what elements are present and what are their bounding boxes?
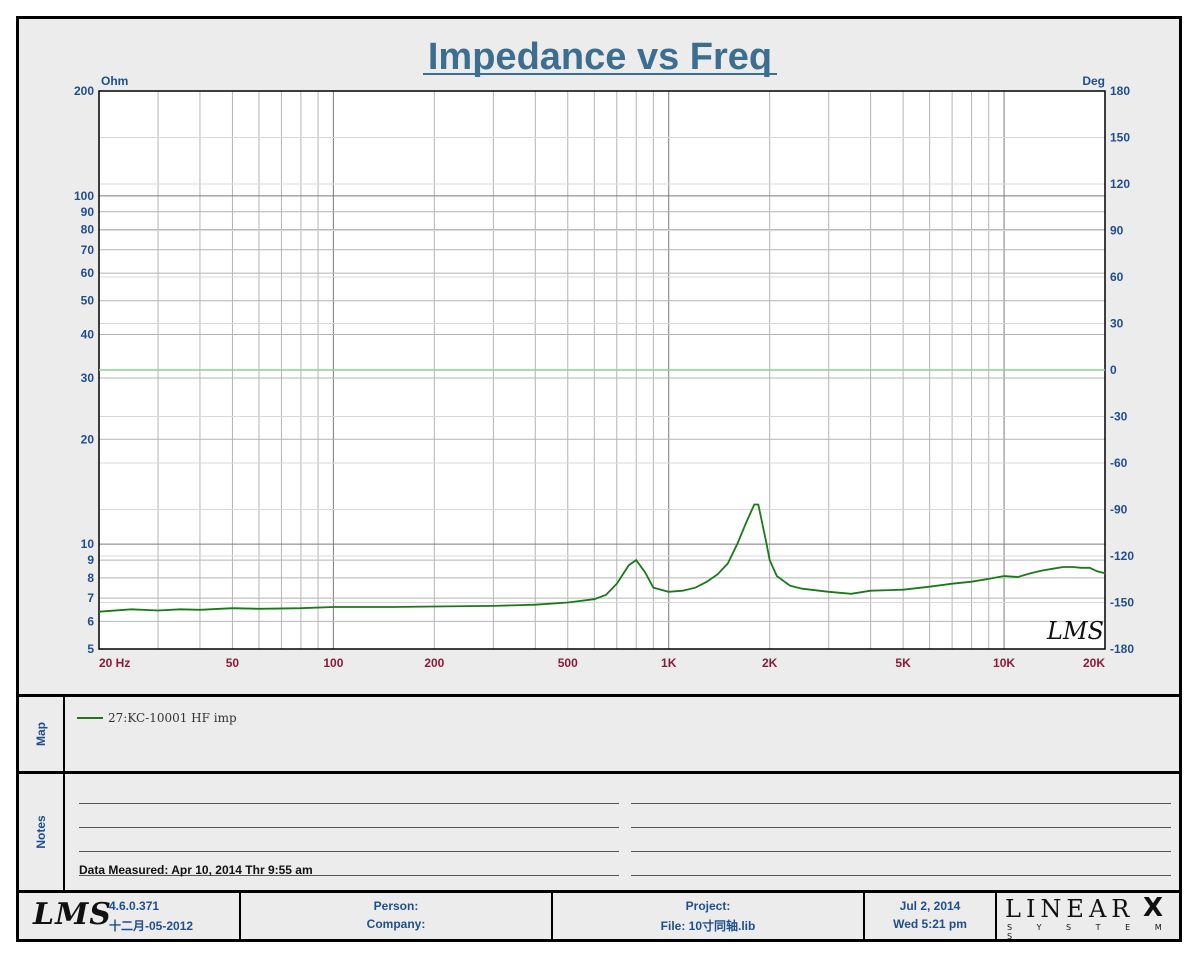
note-line	[631, 875, 1171, 876]
x-tick-label: 200	[424, 656, 444, 670]
y2-tick-label: -30	[1110, 410, 1128, 424]
project-label: Project:	[685, 899, 731, 913]
y-tick-label: 50	[81, 294, 95, 308]
note-line	[79, 827, 619, 828]
brand-x: X	[1143, 893, 1164, 923]
file-label: File: 10寸同轴.lib	[660, 919, 756, 933]
y2-tick-label: -60	[1110, 456, 1128, 470]
map-label: Map	[19, 697, 65, 771]
report-frame: Impedance vs Freq Ohm Deg 20 Hz 50 100 200 5…	[16, 16, 1182, 942]
y-tick-label: 8	[87, 571, 94, 585]
brand-text: LINEAR	[1005, 895, 1135, 923]
y-tick-label: 80	[81, 223, 95, 237]
x-tick-label: 50	[226, 656, 240, 670]
x-tick-label: 500	[558, 656, 578, 670]
legend-swatch	[77, 717, 103, 719]
y-axis-unit-label: Ohm	[101, 74, 128, 88]
y2-tick-label: 0	[1110, 363, 1117, 377]
y-tick-label: 6	[87, 614, 94, 628]
y-tick-label: 60	[81, 266, 95, 280]
y-tick-label: 9	[87, 553, 94, 567]
note-line	[79, 875, 619, 876]
y-tick-label: 90	[81, 205, 95, 219]
y2-tick-label: 30	[1110, 317, 1124, 331]
y2-tick-label: -120	[1110, 549, 1134, 563]
company-label: Company:	[366, 917, 426, 931]
note-line	[79, 803, 619, 804]
notes-label: Notes	[19, 774, 65, 890]
y2-tick-label: -90	[1110, 503, 1128, 517]
version-text: 4.6.0.371	[109, 899, 160, 913]
chart-panel: Impedance vs Freq Ohm Deg 20 Hz 50 100 200 5…	[19, 19, 1179, 694]
chart-title: Impedance vs Freq	[428, 36, 772, 78]
y-tick-label: 40	[81, 327, 95, 341]
x-tick-label: 1K	[661, 656, 677, 670]
tick-labels: 20 Hz 50 100 200 500 1K 2K 5K 10K 20K567891020304…	[74, 84, 1134, 670]
build-date-text: 十二月-05-2012	[109, 919, 194, 933]
footer-person-cell: Person: Company:	[241, 893, 553, 939]
note-line	[631, 827, 1171, 828]
footer-project-cell: Project: File: 10寸同轴.lib	[553, 893, 865, 939]
legend-text: 27:KC-10001 HF imp	[108, 711, 237, 725]
y-tick-label: 30	[81, 371, 95, 385]
y2-tick-label: 60	[1110, 270, 1124, 284]
y2-tick-label: -150	[1110, 596, 1134, 610]
y-tick-label: 7	[87, 591, 94, 605]
x-tick-label: 100	[323, 656, 343, 670]
series-layer	[98, 369, 1106, 613]
y2-tick-label: 90	[1110, 224, 1124, 238]
y2-tick-label: 120	[1110, 177, 1130, 191]
data-measured-text: Data Measured: Apr 10, 2014 Thr 9:55 am	[79, 863, 313, 877]
x-tick-label: 2K	[762, 656, 778, 670]
y-tick-label: 10	[81, 537, 95, 551]
date-text: Jul 2, 2014	[899, 899, 961, 913]
notes-section: Notes Data Measured: Apr 10, 2014 Thr 9:…	[19, 774, 1179, 890]
footer-version-cell: LMS 4.6.0.371 十二月-05-2012	[19, 893, 241, 939]
impedance-curve	[98, 503, 1106, 613]
footer: LMS 4.6.0.371 十二月-05-2012 Person: Compan…	[19, 893, 1179, 941]
y-tick-label: 5	[87, 642, 94, 656]
separator	[19, 890, 1179, 893]
lms-watermark: LMS	[1046, 617, 1104, 645]
y-tick-label: 20	[81, 432, 95, 446]
y2-tick-label: -180	[1110, 642, 1134, 656]
lms-logo: LMS	[33, 897, 112, 932]
note-line	[631, 851, 1171, 852]
person-label: Person:	[373, 899, 419, 913]
impedance-chart: Impedance vs Freq Ohm Deg 20 Hz 50 100 200 5…	[74, 36, 1134, 670]
time-text: Wed 5:21 pm	[893, 917, 967, 931]
note-line	[79, 851, 619, 852]
y2-axis-unit-label: Deg	[1082, 74, 1105, 88]
brand-subtitle: S Y S T E M S	[1007, 923, 1173, 941]
x-tick-label: 20K	[1083, 656, 1105, 670]
x-tick-label: 10K	[993, 656, 1015, 670]
legend-entry: 27:KC-10001 HF imp	[77, 711, 237, 725]
y-tick-label: 100	[74, 189, 94, 203]
y2-tick-label: 150	[1110, 131, 1130, 145]
map-section: Map 27:KC-10001 HF imp	[19, 697, 1179, 771]
separator	[19, 771, 1179, 774]
separator	[19, 694, 1179, 697]
y-tick-label: 70	[81, 243, 95, 257]
note-line	[631, 803, 1171, 804]
linearx-logo: LINEAR X S Y S T E M S	[997, 893, 1179, 941]
y2-tick-label: 180	[1110, 84, 1130, 98]
x-tick-label: 20 Hz	[99, 656, 130, 670]
footer-date-cell: Jul 2, 2014 Wed 5:21 pm	[865, 893, 997, 939]
y-tick-label: 200	[74, 84, 94, 98]
x-tick-label: 5K	[895, 656, 911, 670]
